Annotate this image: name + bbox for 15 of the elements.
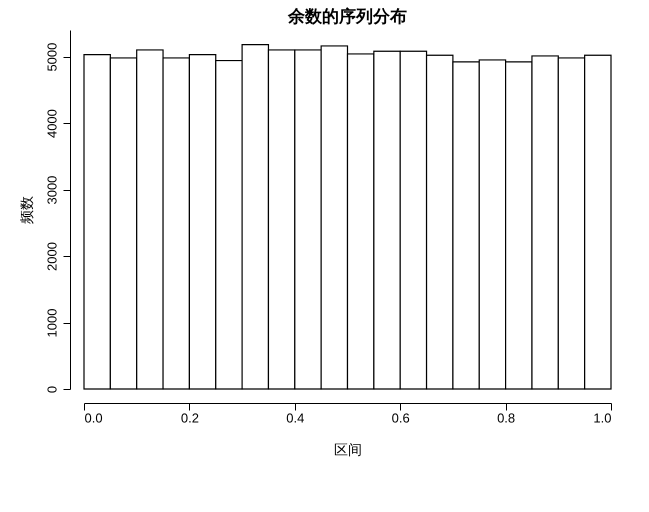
x-tick-label: 0.6 [392,410,410,426]
y-tick-label: 2000 [44,242,60,271]
chart-title: 余数的序列分布 [287,7,407,26]
x-tick-label: 0.2 [180,410,199,426]
x-tick-label: 0.8 [497,410,516,426]
x-tick-label: 0.0 [84,410,103,426]
y-axis-title: 频数 [18,196,34,224]
y-tick-label: 4000 [44,109,60,138]
x-axis-title: 区间 [334,442,362,458]
y-tick-label: 1000 [44,308,60,338]
y-tick-label: 5000 [44,42,60,72]
y-tick-label: 0 [44,386,60,394]
y-tick-label: 3000 [44,176,60,205]
x-tick-label: 0.4 [286,410,304,426]
x-tick-label: 1.0 [593,410,612,426]
